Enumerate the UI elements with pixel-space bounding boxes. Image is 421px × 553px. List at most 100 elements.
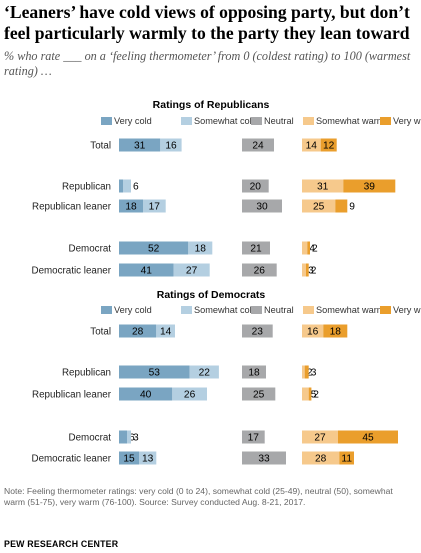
legend-swatch-3	[303, 117, 314, 125]
bar-segment	[320, 138, 337, 152]
data-label: 2	[307, 368, 313, 379]
bar-segment	[119, 430, 127, 444]
bar-segment	[119, 138, 161, 152]
data-label: 31	[317, 182, 329, 193]
legend-swatch-2	[251, 117, 262, 125]
data-label: 17	[149, 202, 161, 213]
bar-segment	[302, 430, 338, 444]
source-label: PEW RESEARCH CENTER	[4, 539, 119, 549]
data-label: 3	[311, 368, 317, 379]
bar-segment	[302, 263, 306, 277]
bar-segment	[302, 179, 344, 193]
data-label: 16	[165, 141, 177, 152]
bar-segment	[119, 241, 189, 255]
data-label: 9	[349, 202, 355, 213]
bar-segment	[242, 179, 269, 193]
data-label: 14	[306, 141, 318, 152]
data-label: 4	[309, 244, 315, 255]
bar-segment	[307, 241, 310, 255]
data-label: 6	[129, 433, 135, 444]
bar-segment	[242, 451, 286, 465]
data-label: 45	[362, 433, 374, 444]
legend-label: Somewhat warm	[316, 305, 385, 315]
data-label: 28	[315, 454, 327, 465]
bar-segment	[242, 365, 266, 379]
legend-label: Somewhat cold	[194, 305, 257, 315]
data-label: 33	[258, 454, 270, 465]
legend-swatch-1	[181, 117, 192, 125]
bar-segment	[143, 199, 166, 213]
bar-segment	[173, 263, 210, 277]
bar-segment	[302, 199, 336, 213]
bar-segment	[323, 324, 348, 338]
legend-label: Very warm	[393, 305, 421, 315]
data-label: 2	[313, 390, 319, 401]
data-label: 15	[123, 454, 135, 465]
panel-title: Ratings of Democrats	[157, 289, 266, 301]
data-label: 12	[323, 141, 335, 152]
bar-segment	[304, 365, 309, 379]
bar-segment	[302, 324, 324, 338]
bar-segment	[302, 241, 308, 255]
bar-segment	[242, 387, 276, 401]
category-label: Republican leaner	[32, 390, 112, 401]
legend-label: Somewhat warm	[316, 116, 385, 126]
legend-label: Somewhat cold	[194, 116, 257, 126]
legend-swatch-4	[380, 117, 391, 125]
data-label: 18	[195, 244, 207, 255]
bar-segment	[242, 199, 282, 213]
bar-segment	[119, 387, 173, 401]
bar-segment	[302, 451, 340, 465]
legend-swatch-0	[101, 306, 112, 314]
legend-swatch-3	[303, 306, 314, 314]
data-label: 23	[252, 327, 264, 338]
legend-swatch-4	[380, 306, 391, 314]
data-label: 26	[254, 266, 266, 277]
legend-label: Very cold	[114, 116, 152, 126]
bar-segment	[242, 430, 265, 444]
category-label: Republican	[62, 368, 111, 379]
legend-label: Very warm	[393, 116, 421, 126]
bar-segment	[306, 263, 309, 277]
bar-segment	[119, 451, 139, 465]
data-label: 27	[186, 266, 198, 277]
bar-segment	[172, 387, 207, 401]
category-label: Democrat	[69, 433, 112, 444]
bar-segment	[160, 138, 182, 152]
bar-segment	[343, 179, 396, 193]
bar-segment	[302, 365, 305, 379]
data-label: 31	[134, 141, 146, 152]
data-label: 3	[133, 433, 139, 444]
data-label: 25	[253, 390, 265, 401]
chart-note: Note: Feeling thermometer ratings: very …	[4, 486, 393, 508]
bar-segment	[156, 324, 175, 338]
bar-segment	[335, 199, 348, 213]
bar-segment	[119, 324, 157, 338]
chart-subtitle: % who rate ___ on a ‘feeling thermometer…	[4, 49, 411, 78]
legend-swatch-1	[181, 306, 192, 314]
data-label: 21	[250, 244, 262, 255]
data-label: 17	[248, 433, 260, 444]
data-label: 13	[142, 454, 154, 465]
data-label: 11	[341, 454, 352, 465]
data-label: 26	[184, 390, 196, 401]
data-label: 22	[199, 368, 211, 379]
category-label: Total	[90, 327, 111, 338]
data-label: 18	[125, 202, 137, 213]
data-label: 14	[160, 327, 172, 338]
bar-segment	[119, 365, 190, 379]
category-label: Democratic leaner	[32, 266, 112, 277]
category-label: Total	[90, 141, 111, 152]
data-label: 3	[308, 266, 314, 277]
bar-segment	[119, 179, 123, 193]
category-label: Republican	[62, 182, 111, 193]
data-label: 25	[313, 202, 325, 213]
data-label: 27	[314, 433, 326, 444]
legend-label: Neutral	[264, 305, 294, 315]
bar-segment	[242, 324, 273, 338]
chart-title: ‘Leaners’ have cold views of opposing pa…	[4, 2, 410, 43]
data-label: 40	[140, 390, 152, 401]
panel-title: Ratings of Republicans	[153, 99, 270, 111]
data-label: 18	[330, 327, 342, 338]
bar-segment	[139, 451, 157, 465]
